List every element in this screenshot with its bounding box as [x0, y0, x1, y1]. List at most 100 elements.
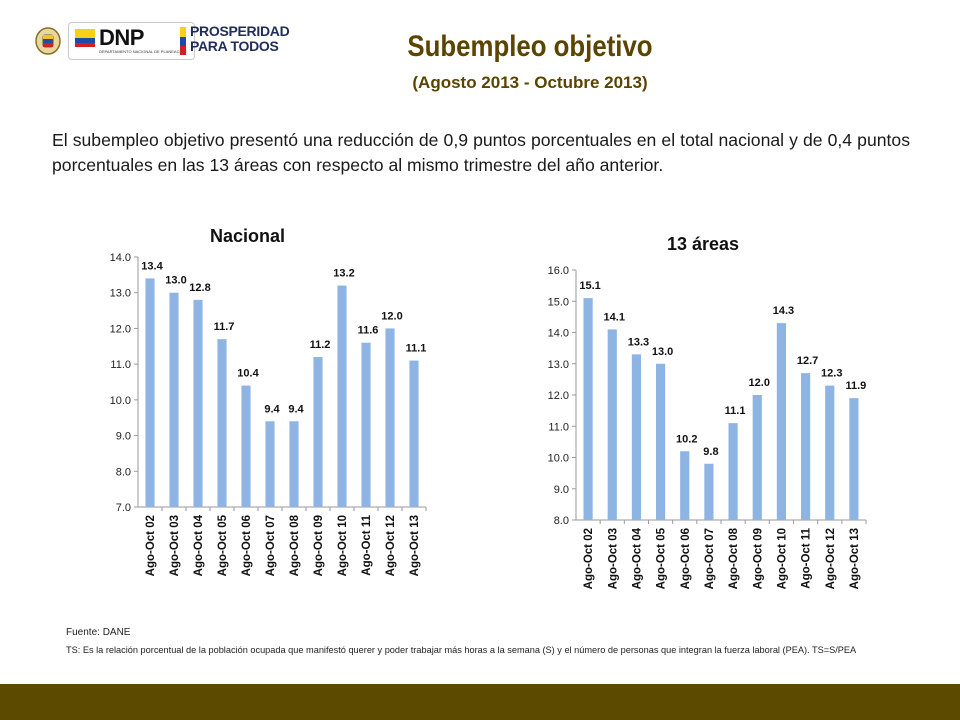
y-tick-label: 12.0	[548, 390, 569, 402]
data-label: 13.0	[652, 346, 673, 358]
data-label: 11.1	[725, 405, 746, 417]
bar	[728, 423, 738, 520]
y-tick-label: 14.0	[110, 252, 131, 264]
data-label: 14.3	[773, 305, 794, 317]
data-label: 12.8	[189, 282, 210, 294]
y-tick-label: 13.0	[548, 359, 569, 371]
prosperidad-mark-icon	[180, 27, 186, 55]
x-tick-label: Ago-Oct 12	[385, 515, 397, 576]
footer-bar	[0, 684, 960, 720]
y-tick-label: 12.0	[110, 323, 131, 335]
data-label: 14.1	[604, 311, 625, 323]
bar	[289, 421, 299, 507]
data-label: 11.6	[358, 325, 379, 337]
chart-nacional: 14.0 13.0 12.0 11.0 10.0 9.0 8.0 7.0 13.4 Ago-Oct…	[110, 252, 427, 576]
data-label: 11.2	[310, 339, 331, 351]
data-label: 9.8	[703, 446, 718, 458]
bar	[680, 451, 690, 520]
y-tick-label: 9.0	[554, 484, 569, 496]
data-label: 13.0	[165, 275, 186, 287]
x-tick-label: Ago-Oct 03	[169, 515, 181, 576]
bar	[241, 385, 251, 507]
y-tick-label: 9.0	[116, 431, 131, 443]
x-tick-label: Ago-Oct 10	[776, 528, 788, 589]
x-tick-label: Ago-Oct 09	[752, 528, 764, 589]
x-tick-label: Ago-Oct 02	[583, 528, 595, 589]
chart-title-nacional: Nacional	[210, 226, 286, 246]
data-label: 12.0	[749, 377, 770, 389]
y-tick-label: 8.0	[116, 466, 131, 478]
x-tick-label: Ago-Oct 11	[361, 514, 373, 575]
coat-of-arms-icon	[35, 27, 61, 55]
x-tick-label: Ago-Oct 06	[241, 515, 253, 576]
x-tick-label: Ago-Oct 05	[656, 527, 668, 589]
prosperidad-line1: PROSPERIDAD	[190, 23, 290, 39]
chart-title-13-areas: 13 áreas	[667, 234, 740, 254]
x-tick-label: Ago-Oct 07	[265, 515, 277, 576]
y-tick-label: 15.0	[548, 296, 569, 308]
bar	[217, 339, 227, 507]
bar	[800, 373, 811, 520]
bar	[265, 421, 275, 507]
y-tick-label: 7.0	[116, 502, 131, 514]
bar	[145, 278, 155, 507]
data-label: 10.2	[676, 433, 697, 445]
data-label: 11.9	[846, 380, 867, 392]
x-tick-label: Ago-Oct 10	[337, 515, 349, 576]
flag-icon	[75, 29, 95, 47]
y-tick-label: 10.0	[110, 395, 131, 407]
x-tick-label: Ago-Oct 12	[825, 528, 837, 589]
bar	[583, 298, 593, 520]
data-label: 13.4	[141, 260, 163, 272]
data-label: 13.3	[628, 336, 649, 348]
bar	[776, 323, 787, 520]
bar	[169, 292, 179, 507]
chart-13-areas: 16.0 15.0 14.0 13.0 12.0 11.0 10.0 9.0 8.0 15.1 Ag…	[548, 265, 867, 589]
y-tick-label: 13.0	[110, 288, 131, 300]
data-label: 12.0	[381, 310, 402, 322]
dnp-logo: DNP DEPARTAMENTO NACIONAL DE PLANEACIÓN	[68, 22, 195, 60]
x-tick-label: Ago-Oct 08	[289, 514, 301, 576]
dnp-logo-subtext: DEPARTAMENTO NACIONAL DE PLANEACIÓN	[99, 49, 187, 54]
x-tick-label: Ago-Oct 11	[801, 527, 813, 588]
y-tick-label: 10.0	[548, 453, 569, 465]
y-tick-label: 14.0	[548, 328, 569, 340]
y-tick-label: 8.0	[554, 515, 569, 527]
y-tick-label: 11.0	[110, 359, 131, 371]
x-tick-label: Ago-Oct 06	[680, 528, 692, 589]
data-label: 9.4	[264, 403, 280, 415]
bar	[752, 395, 762, 520]
data-label: 12.3	[821, 368, 842, 380]
bar	[385, 328, 395, 507]
x-tick-label: Ago-Oct 02	[145, 515, 157, 576]
bar	[825, 385, 835, 520]
x-tick-label: Ago-Oct 08	[728, 527, 740, 589]
x-tick-label: Ago-Oct 04	[631, 527, 643, 589]
definition-note: TS: Es la relación porcentual de la pobl…	[66, 645, 857, 655]
page-title: Subempleo objetivo	[407, 30, 653, 63]
source-note: Fuente: DANE	[66, 627, 131, 638]
prosperidad-line2: PARA TODOS	[190, 38, 279, 54]
dnp-logo-text: DNP	[99, 25, 144, 50]
data-label: 13.2	[333, 268, 354, 280]
bar	[849, 398, 859, 520]
x-tick-label: Ago-Oct 09	[313, 515, 325, 576]
y-tick-label: 11.0	[548, 421, 569, 433]
data-label: 12.7	[797, 355, 818, 367]
bar	[337, 285, 347, 507]
bar	[361, 342, 371, 507]
x-tick-label: Ago-Oct 05	[217, 514, 229, 576]
data-label: 11.1	[406, 343, 427, 355]
bar	[607, 329, 617, 520]
prosperidad-logo-text: PROSPERIDAD PARA TODOS	[190, 23, 290, 54]
x-tick-label: Ago-Oct 07	[704, 528, 716, 589]
x-tick-label: Ago-Oct 13	[849, 528, 861, 589]
data-label: 9.4	[288, 403, 304, 415]
data-label: 15.1	[579, 280, 600, 292]
y-tick-label: 16.0	[548, 265, 569, 277]
data-label: 11.7	[214, 321, 235, 333]
summary-paragraph: El subempleo objetivo presentó una reduc…	[52, 130, 910, 175]
x-tick-label: Ago-Oct 04	[193, 514, 205, 576]
bar	[409, 360, 419, 507]
bar	[704, 463, 714, 520]
